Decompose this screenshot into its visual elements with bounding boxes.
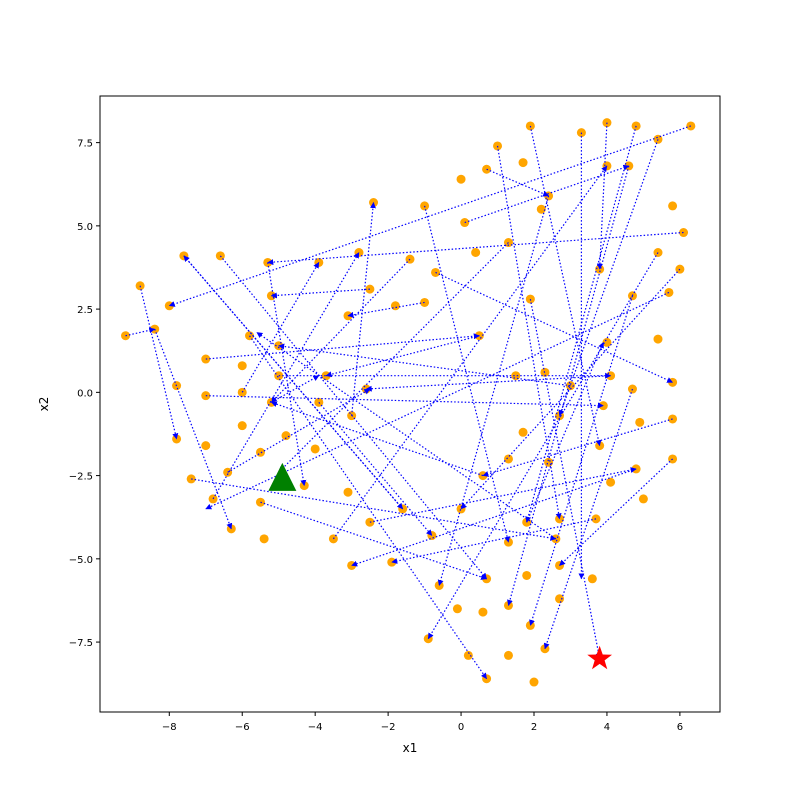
x-tick-label: −2 [381,722,396,733]
transition-arrow [205,333,480,360]
data-point [686,121,696,131]
x-tick-label: 6 [677,722,683,733]
y-tick-label: −5.0 [69,555,93,566]
transition-arrow [125,327,156,337]
transition-arrow [482,418,673,477]
transition-arrow [212,252,360,500]
transition-arrow [437,195,550,586]
x-tick-label: 4 [604,722,610,733]
transition-arrow [241,262,320,393]
transition-arrow [227,388,371,473]
transition-arrow [270,401,484,477]
transition-arrow [260,501,488,580]
y-axis-label: x2 [37,397,51,412]
transition-arrow [256,331,557,540]
x-tick-label: −6 [235,722,250,733]
data-point [602,337,612,347]
y-tick-label: 5.0 [77,222,93,233]
transition-arrow [460,268,681,510]
transition-arrow [507,165,630,606]
data-point [237,361,247,371]
data-point [536,204,546,214]
x-axis-label: x1 [403,741,418,755]
transition-arrow [270,288,370,299]
transition-arrow [332,165,608,540]
data-point [343,487,353,497]
transition-arrow [267,262,307,487]
data-point [653,334,663,344]
y-axis-ticks: −7.5 −5.0 −2.5 0.0 2.5 5.0 7.5 [69,139,100,649]
goal-star-marker [587,645,613,670]
y-tick-label: 0.0 [77,388,93,399]
transition-arrow [154,328,233,530]
data-point [522,570,532,580]
transition-arrow [205,291,670,510]
transition-arrow [267,231,684,266]
arrows-layer [125,122,692,680]
transition-arrow [529,298,602,660]
x-tick-label: −8 [162,722,177,733]
transition-arrow [427,252,659,640]
y-tick-label: −7.5 [69,638,93,649]
data-point [631,121,641,131]
data-point [518,427,528,437]
data-point [390,301,400,311]
start-triangle-marker [268,462,297,491]
data-point [544,457,554,467]
x-tick-label: −4 [308,722,323,733]
transition-arrow [365,375,611,392]
transition-arrow [526,341,604,523]
data-point [668,201,678,211]
transition-arrow [278,343,571,387]
data-point [456,174,466,184]
x-axis-ticks: −8 −6 −4 −2 0 2 4 6 [162,712,683,733]
transition-arrow [351,202,376,416]
data-point [555,594,565,604]
transition-arrow [318,401,433,536]
data-point [635,417,645,427]
data-point [463,650,473,660]
data-point [255,447,265,457]
y-tick-label: 7.5 [77,139,93,150]
transition-arrow [435,271,674,383]
y-tick-label: −2.5 [69,472,93,483]
transition-arrow [529,295,634,626]
data-point [201,441,211,451]
data-point [511,371,521,381]
transition-arrow [278,242,509,473]
data-point [529,677,539,687]
data-point [237,421,247,431]
data-point [587,574,597,584]
data-point [310,444,320,454]
data-point [503,650,513,660]
data-point [471,247,481,257]
data-point [452,604,462,614]
plot-frame [99,95,721,713]
y-tick-label: 2.5 [77,305,93,316]
transition-arrow [543,388,634,650]
data-point [518,158,528,168]
transition-arrow [347,301,425,318]
x-tick-label: 0 [458,722,464,733]
data-point [259,534,269,544]
transition-arrow [168,125,692,307]
data-point [525,121,535,131]
transition-arrow [486,168,550,197]
transition-arrow [464,164,630,224]
data-point [281,431,291,441]
transition-arrow [559,458,673,566]
data-point [638,494,648,504]
data-point [503,454,513,464]
data-point [478,607,488,617]
x-tick-label: 2 [531,722,537,733]
transition-arrow [249,335,488,680]
markers-layer [268,462,613,670]
data-point [606,477,616,487]
transition-arrow [351,468,637,567]
